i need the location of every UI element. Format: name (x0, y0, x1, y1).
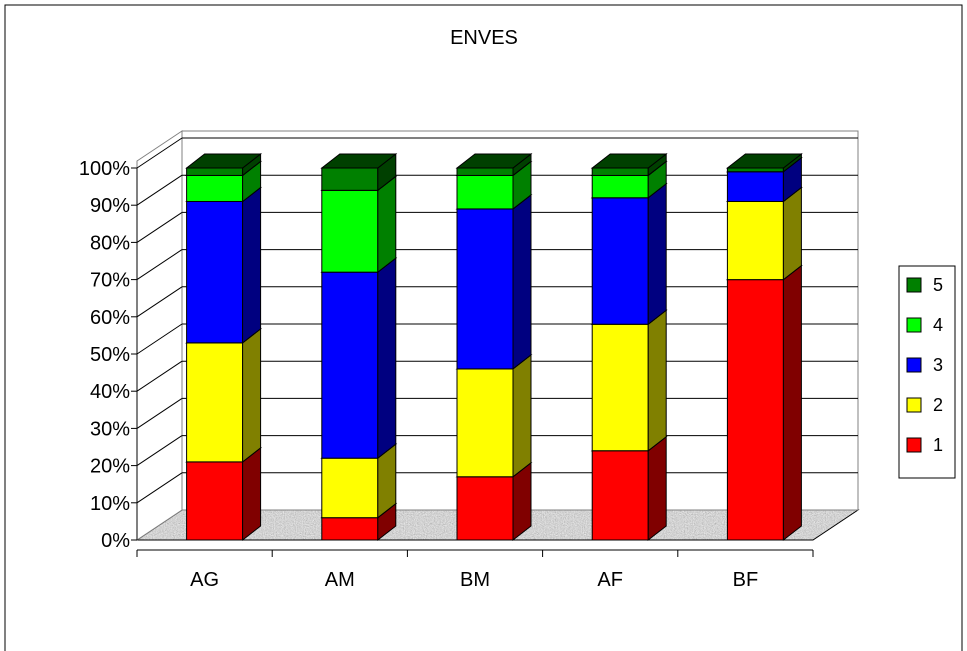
bar-front (321, 271, 379, 459)
bar-AF-series-3 (590, 182, 668, 326)
bar-side (647, 309, 667, 452)
gridline-side (136, 174, 183, 206)
bar-top (455, 153, 533, 169)
bar-front (456, 368, 514, 478)
x-tick-label: AG (190, 569, 219, 591)
legend-label-1: 1 (933, 435, 943, 455)
bar-front (456, 167, 514, 176)
bar-AF-series-1 (590, 435, 668, 542)
x-tick-label: AM (325, 569, 355, 591)
bar-top (725, 153, 803, 169)
bar-side (377, 175, 397, 274)
gridline-side (136, 397, 183, 429)
bar-AF-series-5 (590, 152, 668, 177)
bar-AG-series-2 (185, 327, 263, 463)
bar-front (321, 457, 379, 519)
y-tick-label: 90% (90, 195, 130, 217)
y-tick-label: 60% (90, 307, 130, 329)
legend-label-3: 3 (933, 355, 943, 375)
bars (185, 152, 803, 542)
bar-front (321, 167, 379, 191)
x-axis: AG AM BM AF BF (136, 549, 814, 591)
chart-title: ENVES (450, 27, 518, 49)
legend-swatch-2 (906, 397, 922, 413)
x-tick-label: BF (733, 569, 759, 591)
bar-front (591, 174, 649, 199)
bar-front (186, 461, 244, 541)
bar-front (321, 517, 379, 541)
bar-BM-series-2 (455, 353, 533, 478)
y-tick-label: 100% (79, 158, 130, 180)
bar-AF-series-2 (590, 309, 668, 452)
gridline-side (136, 360, 183, 392)
bar-front (186, 167, 244, 176)
y-axis-ticks: 0% 10% 20% 30% 40% 50% 60% 70% 80% 90% 100% (79, 158, 138, 552)
bar-front (186, 174, 244, 202)
legend-swatch-5 (906, 277, 922, 293)
legend-swatch-4 (906, 317, 922, 333)
bar-side (647, 435, 667, 542)
gridline-side (136, 472, 183, 504)
y-tick-label: 70% (90, 270, 130, 292)
bar-front (456, 208, 514, 370)
gridline-side (136, 286, 183, 318)
bar-side (242, 327, 262, 463)
bar-front (591, 450, 649, 541)
gridline-side (136, 137, 183, 169)
gridline-side (136, 323, 183, 355)
bar-top (590, 153, 668, 169)
x-tick-label: AF (597, 569, 623, 591)
legend-label-4: 4 (933, 315, 943, 335)
bar-AG-series-5 (185, 152, 263, 177)
bar-front (726, 279, 784, 541)
gridline-side (136, 249, 183, 281)
bar-front (591, 323, 649, 452)
bar-front (726, 167, 784, 173)
legend: 5 4 3 2 1 (898, 265, 956, 479)
bar-BF-series-1 (725, 264, 803, 542)
bar-AG-series-3 (185, 186, 263, 344)
gridline-side (136, 211, 183, 243)
bar-side (782, 264, 802, 542)
bar-side (377, 257, 397, 460)
gridline-side (136, 435, 183, 467)
bar-front (186, 200, 244, 344)
bar-side (647, 182, 667, 326)
legend-label-2: 2 (933, 395, 943, 415)
bar-front (456, 476, 514, 541)
side-wall (136, 130, 183, 541)
bar-front (591, 167, 649, 176)
x-tick-label: BM (460, 569, 490, 591)
bar-front (321, 189, 379, 273)
bar-top (320, 153, 398, 169)
bar-side (512, 193, 532, 370)
bar-AM-series-5 (320, 152, 398, 192)
bar-top (185, 153, 263, 169)
bar-BM-series-3 (455, 193, 533, 370)
bar-front (726, 200, 784, 281)
bar-BM-series-5 (455, 152, 533, 177)
legend-label-5: 5 (933, 275, 943, 295)
legend-swatch-3 (906, 357, 922, 373)
y-tick-label: 50% (90, 344, 130, 366)
bar-side (242, 446, 262, 542)
legend-swatch-1 (906, 437, 922, 453)
bar-front (186, 342, 244, 463)
y-tick-label: 10% (90, 493, 130, 515)
y-tick-label: 0% (101, 530, 130, 552)
y-tick-label: 30% (90, 418, 130, 440)
bar-front (591, 197, 649, 325)
bar-AM-series-3 (320, 257, 398, 460)
bar-side (242, 186, 262, 344)
bar-BF-series-5 (725, 152, 803, 173)
bar-front (726, 171, 784, 202)
y-tick-label: 80% (90, 232, 130, 254)
bar-side (512, 353, 532, 478)
bar-front (456, 174, 514, 210)
y-tick-label: 20% (90, 456, 130, 478)
bar-side (782, 186, 802, 281)
y-tick-label: 40% (90, 381, 130, 403)
